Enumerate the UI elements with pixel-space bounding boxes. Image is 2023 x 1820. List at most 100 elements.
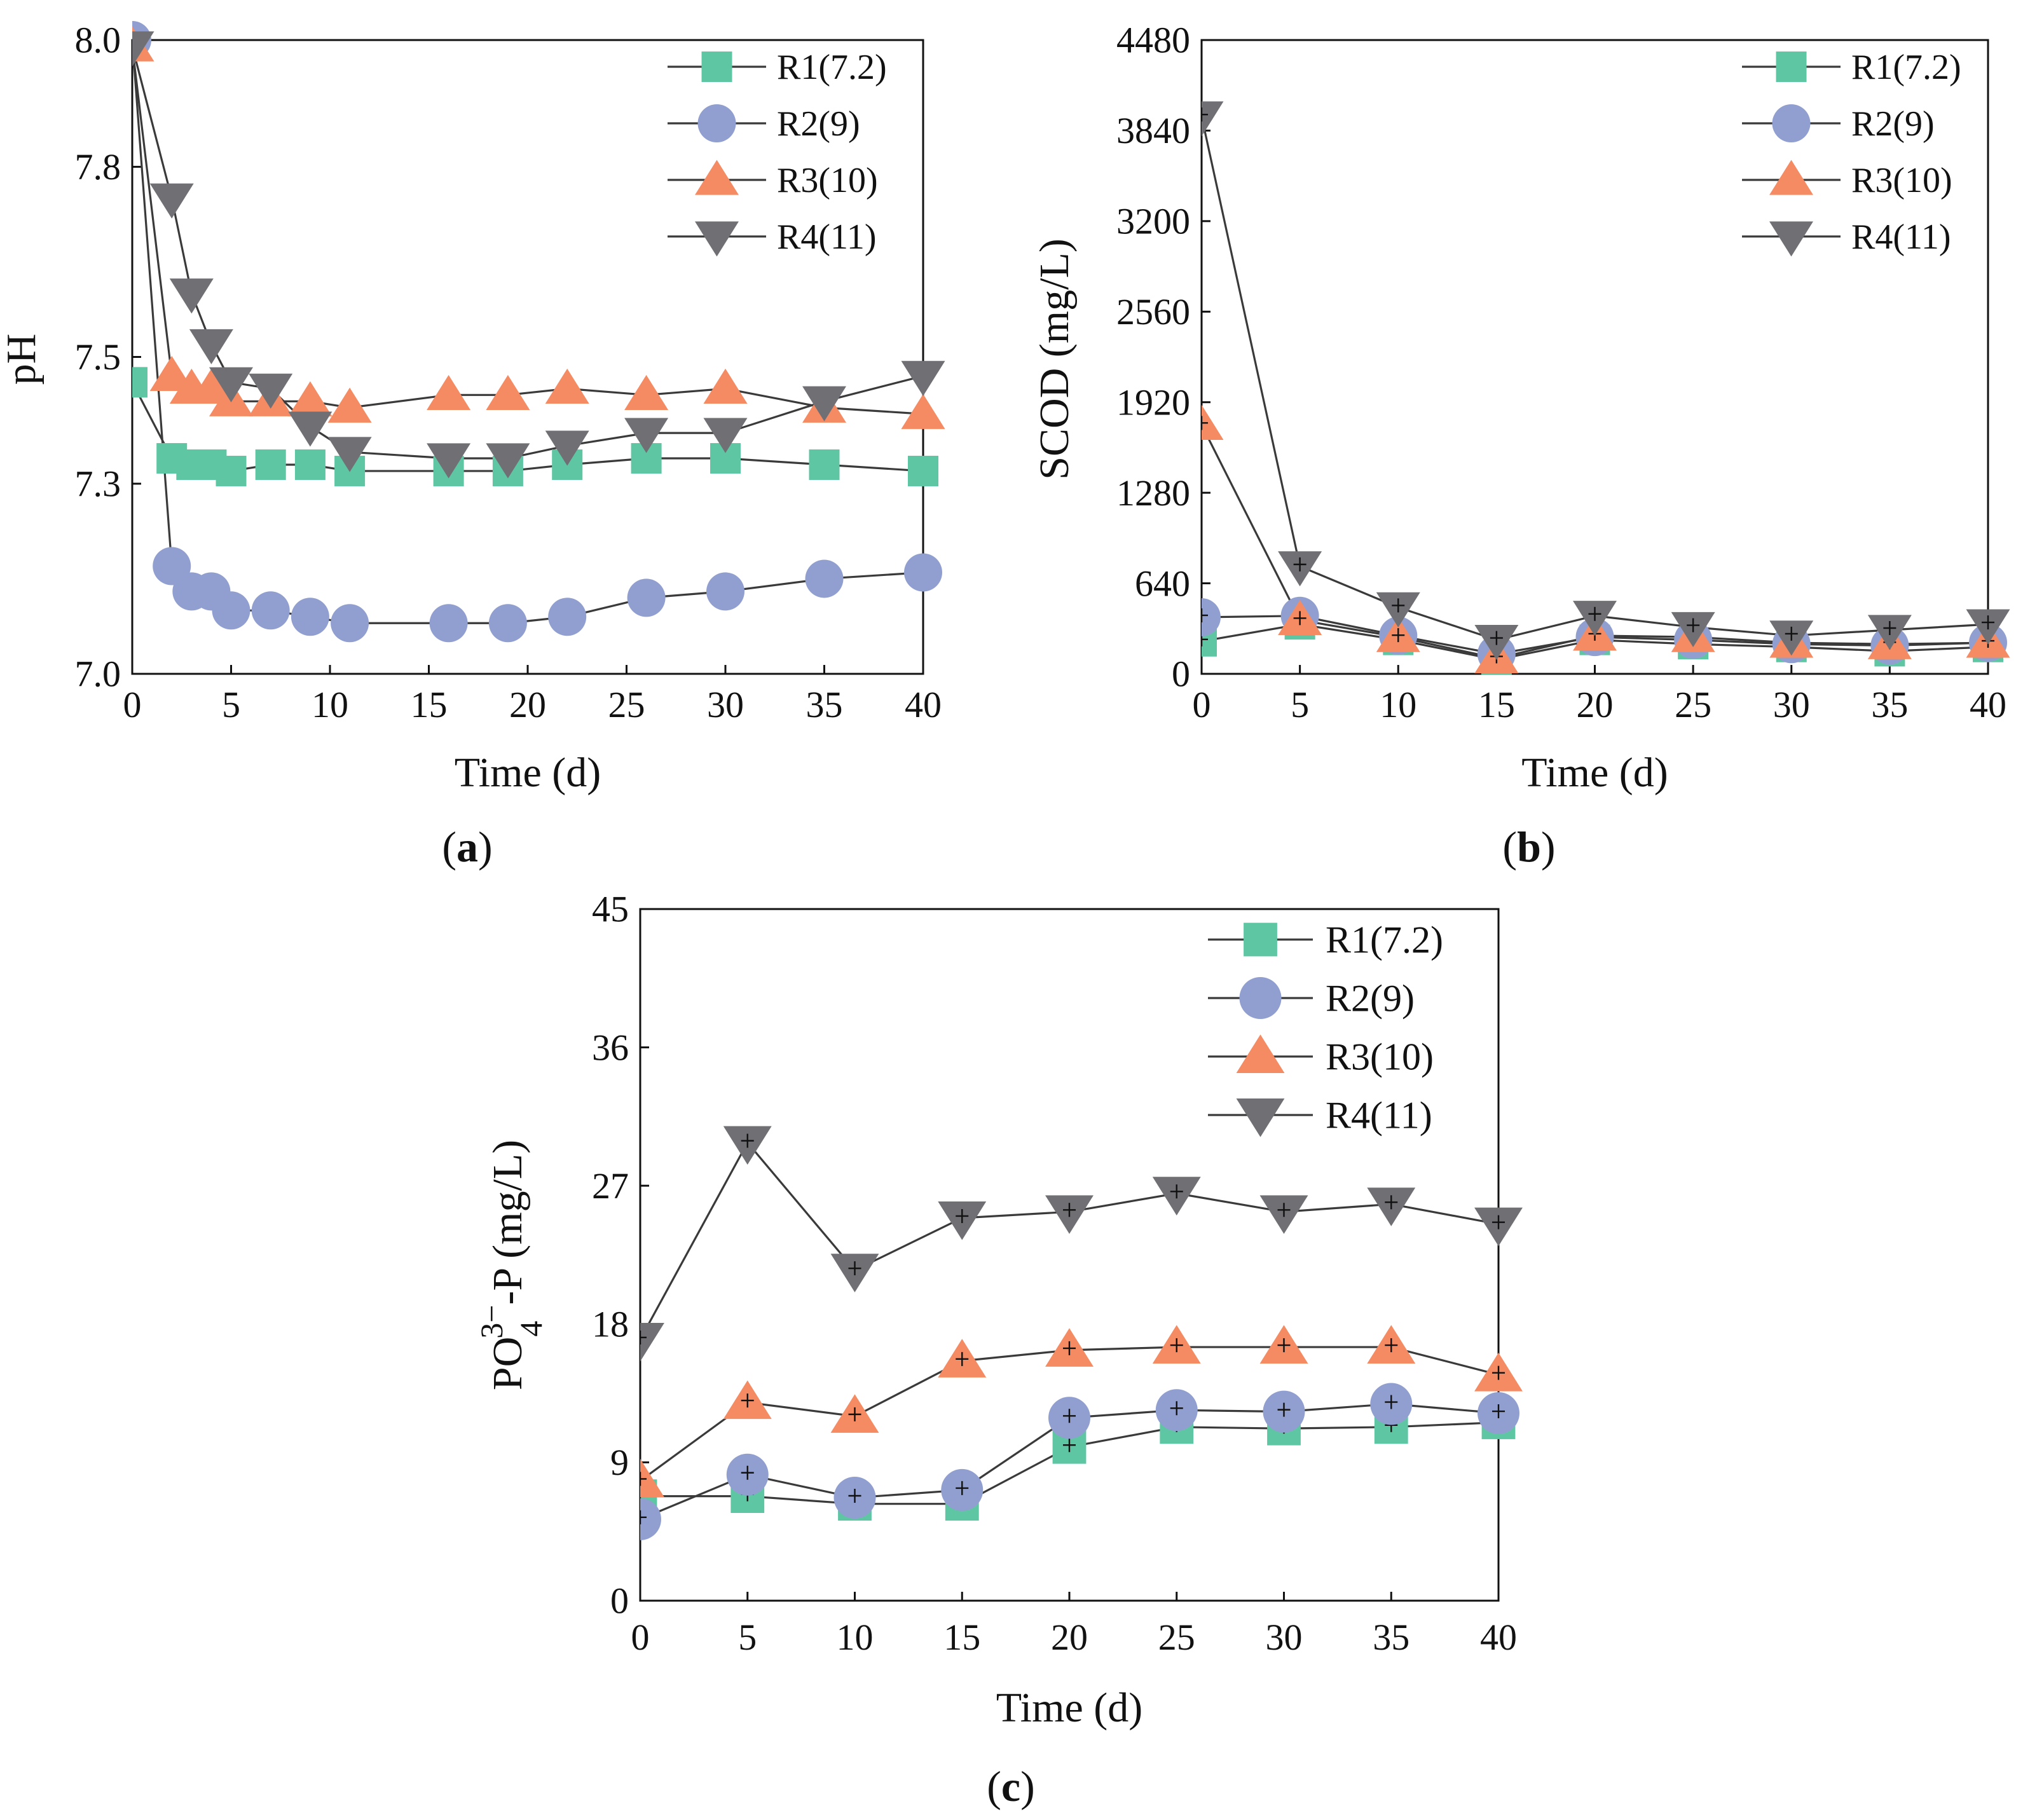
y-axis-title-main: PO xyxy=(484,1337,531,1390)
x-tick-label: 35 xyxy=(806,684,843,725)
y-tick-label: 1920 xyxy=(1116,381,1190,423)
y-axis-title-superscript: 3− xyxy=(474,1305,509,1339)
error-bar xyxy=(640,1510,647,1524)
y-tick-label: 7.5 xyxy=(75,336,121,378)
error-bar xyxy=(1170,1184,1183,1199)
data-point-r4 xyxy=(327,437,372,472)
y-tick-label: 36 xyxy=(592,1027,629,1068)
data-point-r3 xyxy=(640,1458,664,1498)
data-point-r4 xyxy=(901,360,945,396)
x-tick-label: 0 xyxy=(123,684,142,725)
legend-marker-r4 xyxy=(695,221,739,257)
data-point-r4 xyxy=(1202,101,1224,137)
data-point-r4 xyxy=(149,183,194,219)
panel-label-open: ( xyxy=(1502,823,1517,871)
plot-area xyxy=(132,21,945,643)
legend-marker-r4 xyxy=(1769,221,1813,257)
data-point-r3 xyxy=(427,374,471,410)
y-tick-label: 0 xyxy=(1172,653,1190,695)
legend-entry-r2: R2(9) xyxy=(1326,977,1415,1019)
panel-label-open: ( xyxy=(987,1762,1001,1810)
data-point-r4 xyxy=(802,386,846,421)
legend-marker-r1 xyxy=(701,51,732,82)
error-bar xyxy=(1293,611,1306,626)
error-bar xyxy=(1170,1401,1183,1416)
x-tick-label: 10 xyxy=(837,1617,874,1658)
data-point-r3 xyxy=(288,381,333,416)
legend-entry-r3: R3(10) xyxy=(1326,1036,1434,1078)
y-tick-label: 1280 xyxy=(1116,472,1190,514)
error-bar xyxy=(1277,1338,1291,1353)
error-bar xyxy=(1490,631,1503,645)
chart-panel-c: 0 5 10 15 20 25 30 35 40 0 9 18 27 36 45 Time (d) PO43−-… xyxy=(474,889,1523,1810)
x-tick-label: 20 xyxy=(1577,684,1614,725)
x-tick-label: 25 xyxy=(608,684,645,725)
y-tick-label: 4480 xyxy=(1116,20,1190,61)
y-tick-label: 3200 xyxy=(1116,201,1190,242)
legend-marker-r3 xyxy=(1236,1034,1285,1073)
error-bar xyxy=(956,1208,969,1223)
error-bar xyxy=(1385,1195,1398,1210)
x-tick-label: 0 xyxy=(1193,684,1211,725)
data-point-r2 xyxy=(331,604,369,643)
data-point-r3 xyxy=(149,355,194,392)
error-bar xyxy=(956,1481,969,1495)
error-bar xyxy=(1392,628,1405,643)
series-line-r1 xyxy=(132,381,924,472)
x-tick-label: 35 xyxy=(1871,684,1908,725)
error-bar xyxy=(848,1261,861,1276)
legend-entry-r4: R4(11) xyxy=(777,217,877,257)
data-point-r4 xyxy=(288,411,333,447)
error-bar xyxy=(1883,621,1896,636)
error-bar xyxy=(1170,1338,1183,1353)
x-tick-label: 10 xyxy=(312,684,348,725)
y-axis-title: PO43−-P (mg/L) xyxy=(474,1140,549,1390)
data-point-r3 xyxy=(1202,404,1224,440)
data-point-r2 xyxy=(488,604,527,643)
plot-area xyxy=(640,1126,1523,1540)
legend-entry-r4: R4(11) xyxy=(1326,1094,1432,1136)
data-point-r1 xyxy=(908,455,938,486)
panel-label-letter: c xyxy=(1001,1762,1020,1810)
y-tick-label: 7.3 xyxy=(75,463,121,505)
error-bar xyxy=(1492,1365,1505,1380)
data-point-r1 xyxy=(294,449,326,480)
error-bar xyxy=(1588,606,1601,621)
error-bar xyxy=(1202,632,1208,647)
x-tick-label: 10 xyxy=(1380,684,1416,725)
y-tick-label: 7.8 xyxy=(75,146,121,188)
panel-label-open: ( xyxy=(442,823,456,871)
legend-marker-r1 xyxy=(1244,922,1277,957)
x-tick-label: 25 xyxy=(1675,684,1711,725)
x-axis-title: Time (d) xyxy=(996,1685,1142,1731)
data-point-r2 xyxy=(212,591,250,630)
y-tick-label: 7.0 xyxy=(75,653,121,695)
x-tick-label: 40 xyxy=(1970,684,2006,725)
data-point-r2 xyxy=(640,1498,661,1540)
error-bar xyxy=(640,1472,647,1486)
data-point-r2 xyxy=(291,598,329,636)
x-tick-label: 0 xyxy=(631,1617,650,1658)
x-tick-label: 15 xyxy=(1478,684,1515,725)
error-bar xyxy=(1202,107,1208,122)
chart-panel-b: 0 5 10 15 20 25 30 35 40 0 640 1280 1920 2560 3200 3840… xyxy=(1031,20,2010,871)
data-point-r3 xyxy=(901,393,945,429)
legend-marker-r2 xyxy=(1772,104,1811,142)
error-bar xyxy=(1063,1438,1076,1453)
error-bar xyxy=(640,1330,647,1344)
error-bar xyxy=(1392,598,1405,613)
error-bar xyxy=(1277,1203,1291,1217)
data-point-r4 xyxy=(640,1322,664,1362)
legend-entry-r1: R1(7.2) xyxy=(1851,48,1961,87)
data-point-r3 xyxy=(189,368,233,404)
legend-marker-r3 xyxy=(1769,160,1813,195)
data-point-r2 xyxy=(627,578,666,617)
error-bar xyxy=(741,1393,754,1408)
data-point-r1 xyxy=(216,455,247,486)
error-bar xyxy=(741,1465,754,1480)
error-bar xyxy=(1063,1341,1076,1355)
data-point-r2 xyxy=(805,559,844,598)
legend-entry-r4: R4(11) xyxy=(1851,217,1951,257)
data-point-r4 xyxy=(209,367,253,402)
